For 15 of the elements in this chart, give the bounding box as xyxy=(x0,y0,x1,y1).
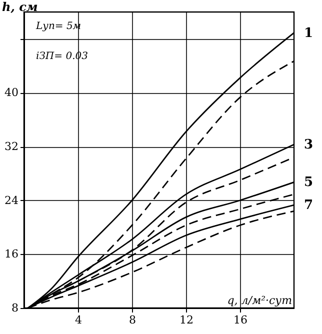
y-tick-label: 32 xyxy=(4,140,18,154)
y-tick-label: 8 xyxy=(12,302,18,314)
series-label: 5 xyxy=(304,175,314,190)
y-tick-label: 16 xyxy=(4,248,18,261)
y-tick-label: 40 xyxy=(4,86,18,100)
x-tick-label: 16 xyxy=(234,314,248,326)
series-label: 1 xyxy=(304,26,314,41)
y-tick-label: 24 xyxy=(4,194,18,207)
series-label: 3 xyxy=(304,138,314,153)
y-axis-title: h, см xyxy=(2,0,38,14)
x-axis-title: q, л/м²·сут xyxy=(227,294,292,307)
series-label: 7 xyxy=(304,198,314,214)
x-tick-label: 4 xyxy=(75,314,82,326)
x-tick-label: 12 xyxy=(180,314,194,326)
x-tick-label: 8 xyxy=(129,314,136,326)
